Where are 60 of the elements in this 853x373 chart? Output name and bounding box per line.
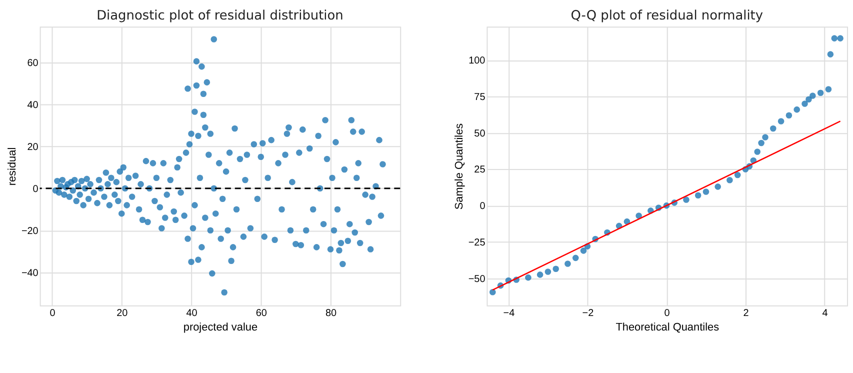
point — [683, 196, 690, 203]
y-tick-label: −25 — [468, 237, 486, 248]
point — [817, 90, 824, 96]
y-tick-label: 20 — [27, 142, 39, 153]
y-tick-label: 25 — [474, 164, 486, 176]
y-axis-title: residual — [6, 147, 18, 186]
x-tick-label: −2 — [582, 308, 594, 319]
point — [806, 96, 812, 103]
point — [536, 272, 544, 278]
point — [754, 148, 760, 155]
x-tick-label: 80 — [325, 308, 337, 319]
x-tick-label: 4 — [822, 308, 828, 319]
x-tick-label: 2 — [743, 308, 750, 319]
point — [580, 248, 587, 254]
y-axis-title: Sample Quantiles — [453, 122, 466, 210]
point — [636, 212, 642, 219]
point — [778, 118, 784, 124]
point — [714, 184, 721, 190]
point — [827, 51, 834, 58]
point — [794, 106, 800, 113]
y-tick-label: 40 — [27, 100, 39, 111]
x-tick-label: 40 — [186, 308, 198, 319]
y-tick-label: −50 — [468, 274, 486, 285]
x-tick-label: 0 — [50, 308, 56, 319]
point — [552, 266, 560, 272]
point — [786, 112, 792, 119]
point — [572, 254, 579, 262]
y-tick-label: 75 — [474, 92, 486, 103]
point — [734, 172, 741, 178]
x-axis-title: projected value — [183, 322, 258, 334]
point — [831, 35, 838, 42]
y-tick-label: 0 — [32, 184, 39, 195]
point — [810, 92, 816, 99]
chart-title: Diagnostic plot of residual distribution — [96, 8, 344, 24]
point — [802, 100, 808, 107]
y-tick-label: 50 — [474, 128, 486, 140]
point — [702, 188, 710, 195]
point — [825, 86, 832, 92]
y-tick-label: 60 — [27, 58, 39, 69]
point — [726, 176, 733, 184]
y-tick-label: 100 — [468, 56, 486, 67]
point — [624, 218, 630, 225]
point — [694, 192, 702, 199]
x-tick-label: 0 — [664, 308, 670, 319]
y-tick-label: −20 — [21, 226, 39, 237]
x-tick-label: 60 — [256, 308, 268, 319]
point — [758, 140, 764, 146]
point — [489, 288, 496, 296]
point — [770, 125, 776, 132]
x-axis-title: Theoretical Quantiles — [616, 322, 720, 334]
y-tick-label: 0 — [480, 201, 486, 212]
x-tick-label: −4 — [503, 308, 516, 319]
point — [525, 274, 532, 281]
chart-title: Q-Q plot of residual normality — [570, 8, 764, 24]
x-tick-label: 20 — [116, 308, 128, 319]
point — [564, 260, 571, 267]
y-tick-label: −40 — [21, 268, 39, 279]
point — [762, 134, 768, 140]
point — [544, 268, 552, 275]
point — [837, 35, 844, 42]
